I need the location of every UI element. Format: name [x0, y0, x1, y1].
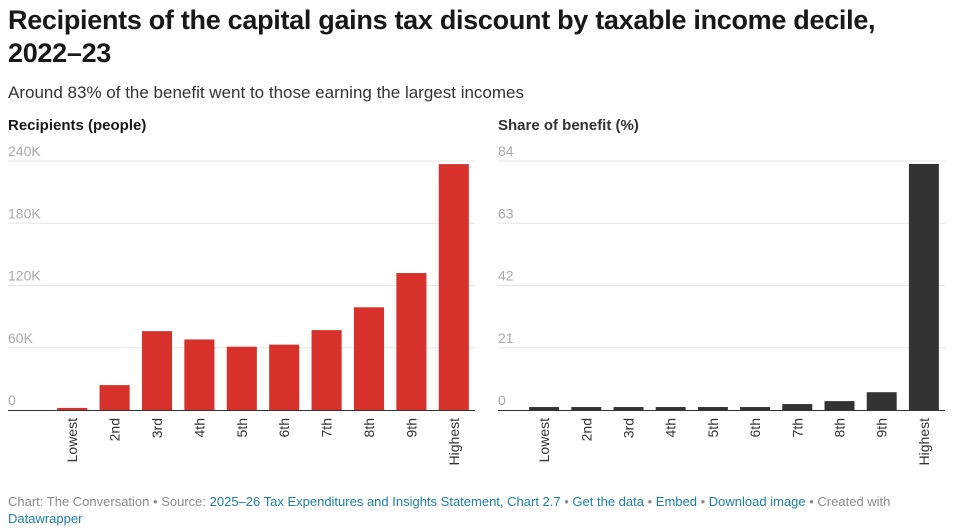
share-bar	[782, 404, 813, 410]
share-bar	[655, 407, 686, 410]
share-y-tick-label: 63	[498, 205, 514, 221]
recipients-y-tick-label: 0	[8, 392, 16, 408]
source-link[interactable]: 2025–26 Tax Expenditures and Insights St…	[209, 494, 561, 509]
share-bar	[824, 401, 855, 410]
recipients-bar	[57, 407, 88, 410]
recipients-x-tick-label: 4th	[191, 418, 207, 437]
share-bar	[866, 392, 897, 410]
recipients-x-tick-label: 5th	[234, 418, 250, 437]
recipients-x-tick-label: 6th	[276, 418, 292, 437]
share-x-tick-label: 9th	[874, 418, 890, 437]
share-y-tick-label: 0	[498, 392, 506, 408]
recipients-y-tick-label: 240K	[8, 143, 41, 159]
recipients-y-tick-label: 60K	[8, 330, 34, 346]
share-x-tick-label: Lowest	[536, 418, 552, 462]
recipients-x-tick-label: 7th	[319, 418, 335, 437]
recipients-bar	[226, 346, 257, 410]
share-y-tick-label: 21	[498, 330, 514, 346]
share-x-tick-label: 7th	[789, 418, 805, 437]
recipients-bar	[141, 331, 173, 410]
share-bar	[697, 407, 728, 410]
separator-dot: •	[647, 494, 656, 509]
recipients-bar	[396, 273, 427, 410]
separator-dot: •	[564, 494, 573, 509]
share-y-tick-label: 42	[498, 268, 514, 284]
share-bar	[740, 407, 771, 410]
recipients-panel-title: Recipients (people)	[8, 117, 147, 134]
embed-link[interactable]: Embed	[655, 494, 697, 509]
chart-subtitle: Around 83% of the benefit went to those …	[8, 83, 524, 102]
source-label: Source:	[161, 494, 206, 509]
share-x-tick-label: 3rd	[621, 418, 637, 438]
recipients-bar	[99, 385, 130, 410]
share-x-tick-label: 6th	[747, 418, 763, 437]
created-with-text: Created with	[817, 494, 891, 509]
share-x-tick-label: 5th	[705, 418, 721, 437]
datawrapper-link[interactable]: Datawrapper	[8, 511, 83, 526]
recipients-x-tick-label: 2nd	[107, 418, 123, 441]
separator-dot: •	[809, 494, 818, 509]
recipients-x-tick-label: 9th	[403, 418, 419, 437]
recipients-x-tick-label: Lowest	[64, 418, 80, 462]
recipients-y-tick-label: 180K	[8, 205, 41, 221]
share-bar	[529, 407, 560, 410]
charts-canvas: 0 60K 120K 180K 240K Lowest 2nd 3rd 4th 5th 6th 7th…	[8, 143, 945, 466]
get-data-link[interactable]: Get the data	[572, 494, 644, 509]
chart-footer: Chart: The Conversation • Source: 2025–2…	[8, 493, 943, 527]
separator-dot: •	[700, 494, 709, 509]
share-bar	[908, 163, 939, 410]
share-panel-title: Share of benefit (%)	[498, 117, 639, 134]
share-bar	[613, 407, 644, 410]
recipients-x-tick-label: 3rd	[149, 418, 165, 438]
recipients-x-tick-label: 8th	[361, 418, 377, 437]
download-image-link[interactable]: Download image	[708, 494, 806, 509]
chart-credit: Chart: The Conversation	[8, 494, 150, 509]
recipients-x-tick-label: Highest	[446, 418, 462, 466]
recipients-y-tick-label: 120K	[8, 268, 41, 284]
share-x-tick-label: 8th	[832, 418, 848, 437]
separator-dot: •	[153, 494, 162, 509]
share-x-tick-label: 2nd	[578, 418, 594, 441]
recipients-bar	[438, 164, 469, 410]
recipients-bar	[184, 339, 215, 410]
chart-title: Recipients of the capital gains tax disc…	[8, 5, 876, 68]
recipients-bar	[311, 330, 342, 410]
share-y-tick-label: 84	[498, 143, 514, 159]
share-x-tick-label: 4th	[663, 418, 679, 437]
share-x-tick-label: Highest	[916, 418, 932, 466]
recipients-bar	[353, 307, 385, 410]
share-bar	[571, 407, 602, 410]
recipients-bar	[269, 344, 300, 410]
